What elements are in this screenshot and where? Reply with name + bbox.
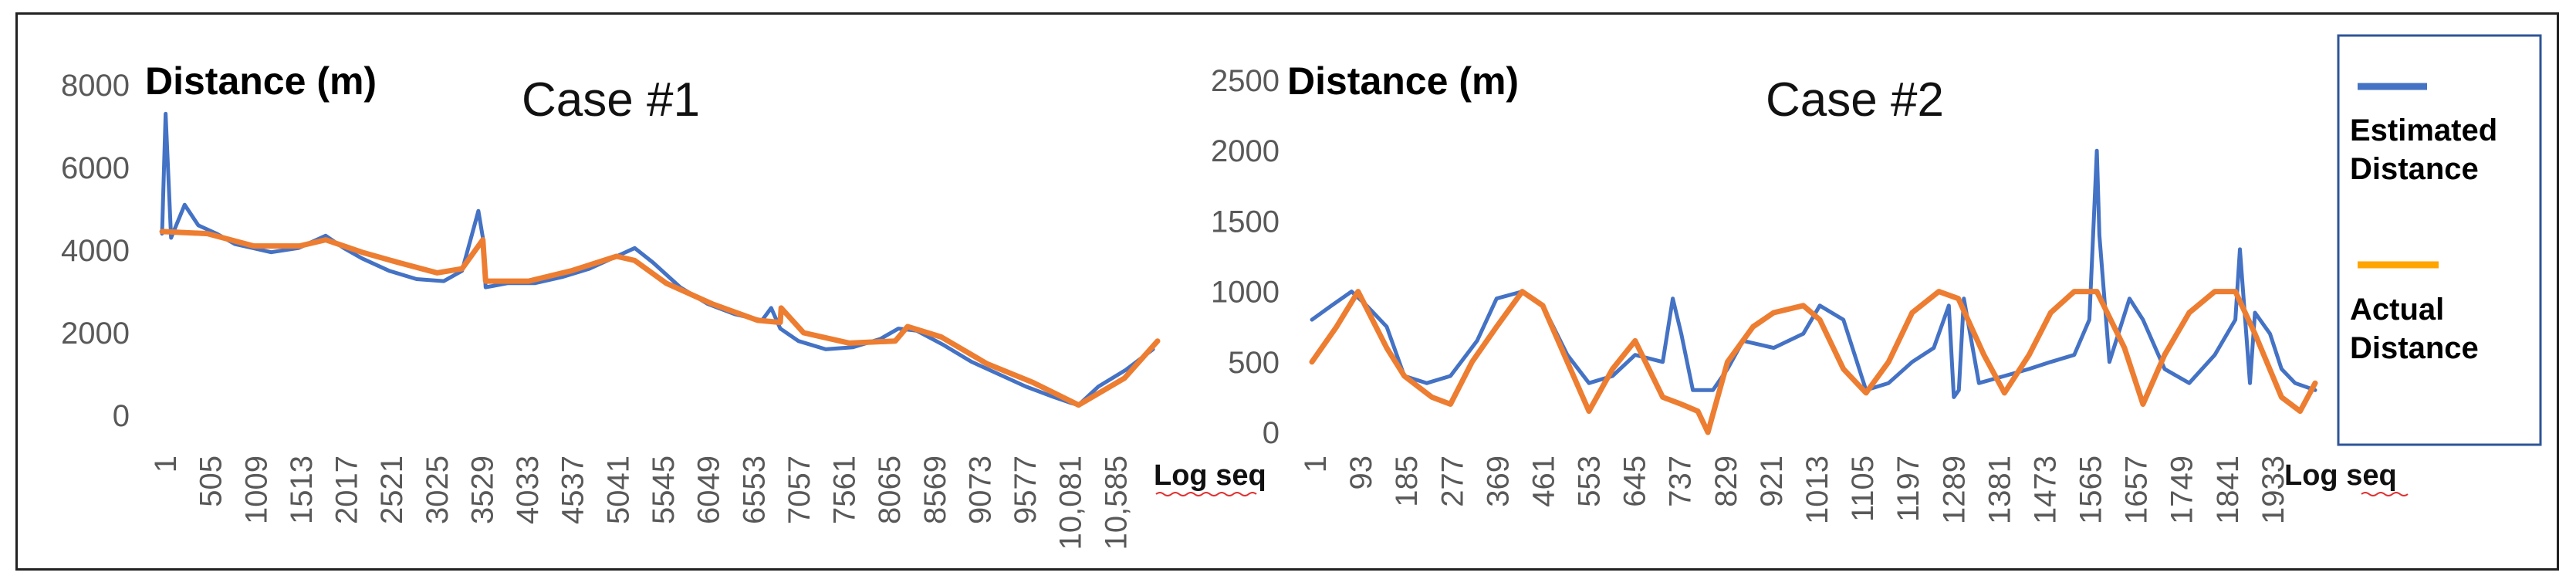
chart1-y-tick-label: 4000 <box>61 234 130 268</box>
chart2-y-axis-ticks: 2500 2000 1500 1000 500 0 <box>1211 64 1280 450</box>
chart2-x-tick-label: 1841 <box>2211 456 2245 524</box>
chart1-x-tick-label: 10,585 <box>1099 456 1133 550</box>
chart1-x-tick-label: 1513 <box>285 456 319 524</box>
chart2-y-tick-label: 1000 <box>1211 276 1280 310</box>
chart1-x-tick-label: 4033 <box>511 456 545 524</box>
chart1-x-tick-label: 1 <box>149 456 183 473</box>
chart2-x-tick-label: 1749 <box>2165 456 2199 524</box>
chart2-x-tick-label: 1197 <box>1891 456 1925 522</box>
legend-actual-label-line1: Actual <box>2350 293 2444 327</box>
chart2-ylabel: Distance (m) <box>1287 59 1519 103</box>
chart2-x-tick-label: 1013 <box>1800 456 1834 524</box>
chart1-x-axis-ticks: 1 505 1009 1513 2017 2521 3025 3529 4033 4537 5041… <box>149 456 1133 550</box>
chart2-x-tick-label: 1933 <box>2257 456 2290 524</box>
chart2-x-tick-label: 1657 <box>2120 456 2154 524</box>
chart2-x-tick-label: 553 <box>1573 456 1607 507</box>
chart2-title: Case #2 <box>1766 73 1944 127</box>
chart2-y-tick-label: 2000 <box>1211 134 1280 168</box>
legend-box <box>2337 34 2542 446</box>
chart2-x-tick-label: 1105 <box>1846 456 1880 522</box>
chart1-x-tick-label: 5041 <box>601 456 635 524</box>
chart1-ylabel: Distance (m) <box>145 59 377 103</box>
chart1-x-tick-label: 505 <box>194 456 228 507</box>
chart2-x-tick-label: 1 <box>1299 456 1333 473</box>
chart2-x-tick-label: 1565 <box>2074 456 2108 524</box>
chart1-series-actual-line <box>159 229 1161 408</box>
chart2-x-tick-label: 369 <box>1481 456 1515 507</box>
chart2-y-tick-label: 2500 <box>1211 64 1280 98</box>
chart1-x-tick-label: 7057 <box>783 456 816 524</box>
chart1-x-tick-label: 6553 <box>737 456 771 524</box>
chart2-x-tick-label: 93 <box>1344 456 1378 490</box>
chart2-y-tick-label: 0 <box>1263 416 1280 450</box>
chart1-x-tick-label: 4537 <box>556 456 590 524</box>
chart1-x-tick-label: 2521 <box>375 456 409 524</box>
chart1-x-tick-label: 3529 <box>465 456 499 524</box>
chart2-x-tick-label: 277 <box>1435 456 1469 507</box>
chart2-x-axis-ticks: 1 93 185 277 369 461 553 645 737 829 921 1013 1105 11… <box>1299 456 2290 524</box>
chart1-x-tick-label: 2017 <box>330 456 364 524</box>
chart2-series-actual-line <box>1309 289 2318 435</box>
chart2-x-tick-label: 1289 <box>1937 456 1971 524</box>
chart1-x-tick-label: 9577 <box>1009 456 1043 524</box>
chart1-x-tick-label: 9073 <box>963 456 997 524</box>
chart2-y-tick-label: 1500 <box>1211 205 1280 239</box>
chart2-x-tick-label: 1381 <box>1983 456 2017 524</box>
chart1-xlabel: Log seq <box>1154 459 1266 492</box>
chart2-plot-area <box>1309 148 2318 435</box>
chart2-x-tick-label: 461 <box>1526 456 1560 507</box>
chart1-x-tick-label: 8569 <box>918 456 952 524</box>
chart1-y-tick-label: 0 <box>113 399 130 433</box>
chart2-x-tick-label: 185 <box>1390 456 1424 507</box>
spellcheck-underline-1 <box>1155 492 1257 496</box>
chart1-x-tick-label: 10,081 <box>1054 456 1088 550</box>
chart1-plot-area <box>159 111 1161 408</box>
chart1-y-tick-label: 6000 <box>61 151 130 185</box>
chart2-x-tick-label: 829 <box>1709 456 1743 507</box>
chart2-x-tick-label: 921 <box>1755 456 1789 507</box>
chart1-y-tick-label: 8000 <box>61 69 130 103</box>
figure-frame <box>15 12 2559 571</box>
legend: Estimated Distance Actual Distance <box>2337 34 2542 446</box>
chart2-x-tick-label: 1473 <box>2028 456 2062 524</box>
chart1-y-tick-label: 2000 <box>61 317 130 351</box>
legend-actual-label-line2: Distance <box>2350 331 2479 365</box>
chart1-title: Case #1 <box>522 73 700 127</box>
chart1-x-tick-label: 3025 <box>421 456 455 524</box>
chart2-xlabel: Log seq <box>2284 459 2397 492</box>
chart2-x-tick-label: 645 <box>1618 456 1652 507</box>
chart1-x-tick-label: 1009 <box>239 456 273 524</box>
chart1-x-tick-label: 6049 <box>692 456 726 524</box>
chart2-x-tick-label: 737 <box>1664 456 1698 507</box>
chart1-x-tick-label: 5545 <box>647 456 681 524</box>
chart1-y-axis-ticks: 8000 6000 4000 2000 0 <box>61 69 130 433</box>
spellcheck-underline-2 <box>2361 492 2409 496</box>
chart2-y-tick-label: 500 <box>1228 346 1280 380</box>
chart1-x-tick-label: 8065 <box>873 456 907 524</box>
legend-estimated-label-line2: Distance <box>2350 152 2479 186</box>
chart1-series-estimated-line <box>160 111 1155 408</box>
legend-estimated-label-line1: Estimated <box>2350 113 2497 147</box>
chart1-x-tick-label: 7561 <box>828 456 862 524</box>
chart2-series-estimated-line <box>1310 148 2317 399</box>
